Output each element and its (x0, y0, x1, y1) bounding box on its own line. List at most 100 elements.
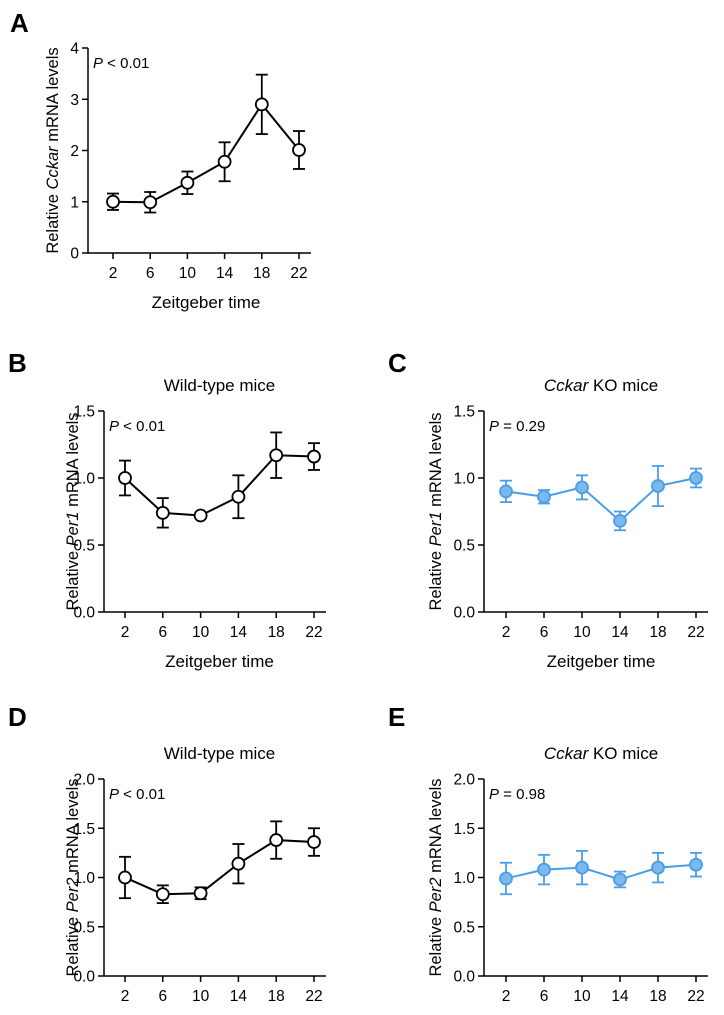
series-line (124, 454, 315, 517)
y-tick-label: 0.0 (73, 969, 95, 986)
data-point (217, 154, 232, 169)
y-tick-label: 1.0 (453, 471, 475, 488)
panel-title: Wild-type mice (164, 376, 275, 395)
y-tick-label: 4 (70, 41, 79, 58)
x-tick-label: 10 (192, 624, 210, 641)
x-tick-label: 18 (649, 988, 666, 1005)
data-point (193, 508, 208, 523)
p-value: P = 0.98 (489, 786, 545, 803)
y-tick-label: 0 (70, 246, 79, 263)
data-point (537, 489, 551, 504)
x-tick-label: 2 (121, 624, 130, 641)
panel-letter: A (10, 8, 29, 38)
data-point (269, 448, 284, 463)
y-tick-label: 0.0 (453, 605, 475, 622)
data-point (575, 480, 589, 495)
panel-letter: C (388, 348, 407, 378)
panel-letter: B (8, 348, 27, 378)
data-point (269, 833, 284, 847)
y-tick-label: 1.0 (73, 870, 95, 887)
data-point (180, 175, 195, 190)
p-value: P < 0.01 (109, 418, 165, 435)
data-point (307, 449, 321, 464)
panel-c: C Cckar KO mice 0.0 0.5 1.0 1.5 2 6 10 14 18 22 Zeit… (388, 348, 708, 671)
y-tick-label: 1.5 (453, 404, 475, 421)
y-tick-label: 0.0 (453, 969, 475, 986)
data-point (231, 489, 246, 504)
panel-title: Wild-type mice (164, 744, 275, 763)
y-tick-label: 1 (70, 194, 79, 211)
y-axis-label: Relative Per2 mRNA levels (64, 778, 82, 976)
y-tick-label: 0.5 (73, 538, 95, 555)
x-axis-label: Zeitgeber time (152, 293, 261, 312)
x-tick-label: 2 (109, 265, 118, 282)
y-axis-label: Relative Per2 mRNA levels (427, 778, 445, 976)
data-point (651, 479, 665, 493)
y-tick-label: 0.5 (453, 538, 475, 555)
series-line (505, 863, 697, 881)
y-axis-label: Relative Per1 mRNA levels (427, 412, 445, 610)
y-tick-label: 2.0 (453, 772, 475, 789)
series-line (505, 477, 697, 523)
y-tick-label: 0.5 (73, 919, 95, 936)
y-tick-label: 1.5 (453, 821, 475, 838)
data-point (613, 872, 627, 887)
data-point (575, 860, 589, 875)
p-value: P < 0.01 (109, 786, 165, 803)
data-point (155, 505, 170, 520)
panel-a: A 0 1 2 3 4 2 6 10 14 18 22 Zeitgeber time Relative C… (10, 8, 311, 312)
data-point (143, 195, 158, 210)
x-tick-label: 18 (268, 988, 285, 1005)
x-tick-label: 22 (687, 624, 704, 641)
y-tick-label: 0.0 (73, 605, 95, 622)
data-point (307, 835, 321, 849)
x-tick-label: 6 (146, 265, 155, 282)
x-tick-label: 2 (502, 988, 511, 1005)
panel-b: B Wild-type mice 0.0 0.5 1.0 1.5 2 6 10 14 18 22 Zei… (8, 348, 326, 671)
y-tick-label: 0.5 (453, 919, 475, 936)
data-point (613, 513, 627, 528)
y-tick-label: 1.0 (73, 471, 95, 488)
x-tick-label: 18 (253, 265, 270, 282)
x-tick-label: 22 (305, 988, 322, 1005)
data-point (292, 143, 306, 157)
x-axis-label: Zeitgeber time (165, 652, 274, 671)
x-tick-label: 6 (158, 624, 167, 641)
data-point (537, 862, 551, 877)
x-tick-label: 22 (290, 265, 307, 282)
data-point (231, 856, 246, 871)
x-tick-label: 6 (158, 988, 167, 1005)
y-tick-label: 1.0 (453, 870, 475, 887)
x-tick-label: 22 (305, 624, 322, 641)
x-axis-label: Zeitgeber time (547, 652, 656, 671)
x-tick-label: 18 (268, 624, 285, 641)
data-point (118, 471, 132, 485)
data-point (499, 871, 513, 886)
x-tick-label: 14 (216, 265, 234, 282)
data-point (118, 870, 132, 885)
y-tick-label: 2.0 (73, 772, 95, 789)
data-point (499, 484, 513, 499)
panel-title: Cckar KO mice (544, 376, 658, 395)
x-tick-label: 14 (611, 624, 629, 641)
y-tick-label: 2 (70, 143, 79, 160)
p-value: P = 0.29 (489, 418, 545, 435)
x-tick-label: 2 (502, 624, 511, 641)
x-tick-label: 10 (179, 265, 197, 282)
data-point (254, 97, 269, 112)
x-tick-label: 10 (573, 988, 591, 1005)
y-axis-label: Relative Per1 mRNA levels (64, 412, 82, 610)
x-tick-label: 22 (687, 988, 704, 1005)
panel-letter: D (8, 702, 27, 732)
data-point (106, 194, 120, 209)
data-point (155, 887, 170, 902)
data-point (193, 886, 208, 901)
x-tick-label: 14 (230, 624, 248, 641)
data-point (689, 857, 703, 872)
x-tick-label: 14 (230, 988, 248, 1005)
panel-d: D Wild-type mice 0.0 0.5 1.0 1.5 2.0 2 6 10 14 18 22… (8, 702, 326, 1005)
panel-title: Cckar KO mice (544, 744, 658, 763)
y-tick-label: 3 (70, 92, 79, 109)
